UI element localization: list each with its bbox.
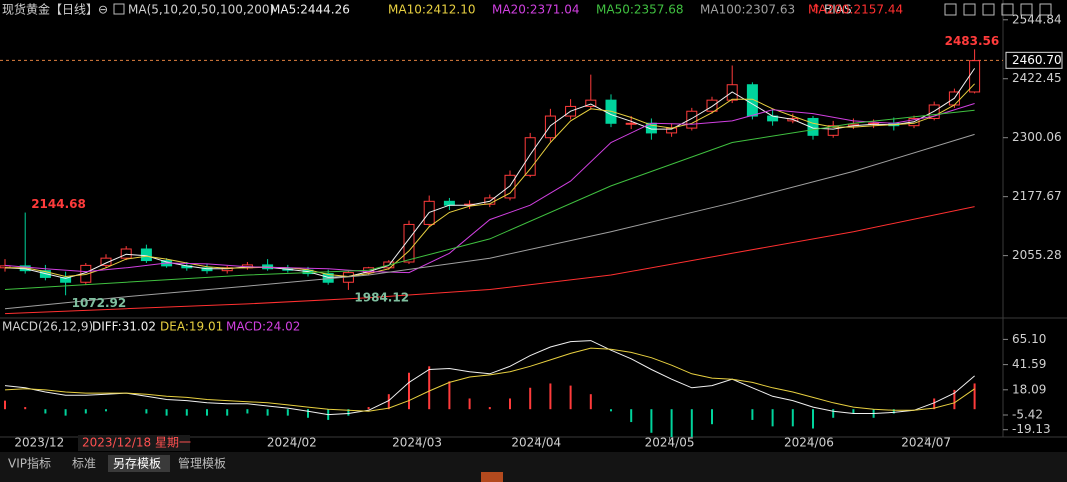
- cursor-date: 2023/12/18 星期一: [82, 436, 191, 450]
- icon-button[interactable]: [1020, 3, 1033, 16]
- extreme-label: 1984.12: [354, 290, 409, 304]
- legend-entry: MA10:2412.10: [388, 3, 476, 17]
- extreme-label: 1072.92: [72, 296, 127, 310]
- y-tick-label: 2300.06: [1012, 130, 1062, 144]
- legend-entry: MA5:2444.26: [270, 3, 350, 17]
- x-tick-label: 2024/03: [392, 436, 442, 450]
- bias-arrow: ⇧: [811, 2, 821, 16]
- candle-body: [60, 276, 72, 283]
- ma-line: [4, 133, 975, 310]
- x-tick-label: 2024/06: [784, 436, 834, 450]
- x-tick-label: 2024/05: [645, 436, 695, 450]
- macd-legend-entry: DIFF:31.02: [92, 320, 156, 334]
- ma-line: [5, 83, 975, 278]
- candle-body: [585, 99, 597, 107]
- candle-body: [120, 248, 132, 259]
- active-tab-bg: [108, 455, 170, 472]
- diff-line: [4, 340, 975, 416]
- candle-body: [746, 84, 758, 117]
- candle-body: [403, 223, 415, 263]
- macd-title: MACD(26,12,9): [2, 320, 93, 334]
- candle-body: [443, 200, 455, 206]
- ma-title: MA(5,10,20,50,100,200): [128, 3, 274, 17]
- x-tick-label: 2024/07: [901, 436, 951, 450]
- y-tick-label: -5.42: [1012, 408, 1043, 422]
- last-price-label: 2460.70: [1012, 53, 1062, 67]
- cursor-date-bg: [78, 435, 190, 451]
- y-tick-label: 18.09: [1012, 382, 1046, 396]
- bias-label[interactable]: BIAS: [824, 3, 852, 17]
- y-tick-label: 2544.84: [1012, 12, 1062, 26]
- candle-body: [544, 115, 556, 139]
- y-tick-label: -19.13: [1012, 422, 1051, 436]
- legend-entry: MA20:2371.04: [492, 3, 580, 17]
- ma-line: [4, 68, 976, 279]
- legend-entry: MA50:2357.68: [596, 3, 684, 17]
- legend-entry: MA100:2307.63: [700, 3, 795, 17]
- chart-title: 现货黄金【日线】: [2, 2, 98, 17]
- collapse-handle[interactable]: [481, 472, 503, 482]
- x-tick-label: 2023/12: [14, 436, 64, 450]
- y-tick-label: 65.10: [1012, 332, 1046, 346]
- candle-body: [706, 99, 718, 112]
- extreme-label: 2483.56: [945, 34, 1000, 48]
- icon-button[interactable]: [963, 3, 976, 16]
- tab[interactable]: 另存模板: [113, 457, 161, 471]
- collapse-icon[interactable]: ⊖: [98, 3, 108, 17]
- tab[interactable]: 管理模板: [178, 456, 226, 471]
- candle-body: [827, 125, 839, 136]
- candle-body: [140, 248, 152, 262]
- ma-line: [4, 109, 975, 290]
- extreme-label: 2144.68: [31, 197, 86, 211]
- candle-body: [524, 137, 536, 176]
- y-tick-label: 41.59: [1012, 357, 1046, 371]
- candle-body: [625, 122, 637, 125]
- last-price-box: [1005, 51, 1063, 69]
- candle-body: [100, 257, 112, 266]
- tab-bar: [0, 452, 1067, 482]
- tab[interactable]: 标准: [72, 457, 96, 471]
- x-tick-label: 2024/04: [511, 436, 561, 450]
- ma-line: [4, 206, 975, 315]
- icon-button[interactable]: [1001, 3, 1014, 16]
- x-tick-label: 2024/02: [267, 436, 317, 450]
- candle-body: [807, 117, 819, 136]
- icon-button[interactable]: [982, 3, 995, 16]
- indicator-icon[interactable]: [113, 3, 125, 15]
- y-tick-label: 2177.67: [1012, 189, 1062, 203]
- toolbar-icons: [944, 3, 1052, 16]
- y-tick-label: 2422.45: [1012, 71, 1062, 85]
- dea-line: [4, 347, 975, 412]
- macd-legend-entry: MACD:24.02: [226, 320, 300, 334]
- y-tick-label: 2055.28: [1012, 248, 1062, 262]
- legend-entry: MA200:2157.44: [808, 3, 903, 17]
- candle-body: [686, 110, 698, 129]
- icon-button[interactable]: [944, 3, 957, 16]
- ma-line: [4, 103, 975, 274]
- icon-button[interactable]: [1039, 3, 1052, 16]
- tab[interactable]: VIP指标: [8, 456, 51, 471]
- macd-legend-entry: DEA:19.01: [160, 320, 223, 334]
